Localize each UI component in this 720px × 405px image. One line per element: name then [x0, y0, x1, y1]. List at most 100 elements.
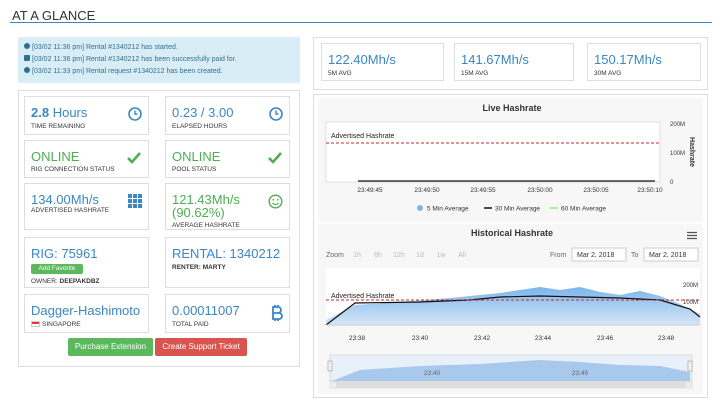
- bitcoin-icon: [272, 305, 283, 321]
- notification: [03/02 11:36 pm] Rental #1340212 has sta…: [24, 43, 178, 51]
- from-input[interactable]: [571, 247, 627, 262]
- stats-panel: 122.40Mh/s 5M AVG 141.67Mh/s 15M AVG 150.1…: [313, 37, 708, 90]
- y-tick-label: 0: [670, 180, 674, 186]
- notification-text: [03/02 11:33 pm] Rental request #1340212…: [32, 68, 223, 75]
- value: 134.00Mh/s: [31, 192, 99, 207]
- info-card: 0.00011007 TOTAL PAID: [165, 294, 290, 333]
- to-label: To: [631, 252, 639, 259]
- to-date: Mar 2, 2018: [649, 252, 686, 259]
- stat-card: 122.40Mh/s 5M AVG: [321, 43, 444, 81]
- percent: (90.62%): [172, 205, 225, 220]
- value: 0.00011007: [172, 303, 240, 318]
- charts-panel: Live Hashrate Advertised Hashrate 200M 1…: [313, 94, 708, 398]
- label: TIME REMAINING: [31, 123, 86, 130]
- x-tick-label: 23:44: [535, 335, 552, 342]
- check-icon: [127, 152, 141, 164]
- y-tick-label: 100M: [670, 151, 685, 157]
- label: ADVERTISED HASHRATE: [31, 207, 110, 214]
- x-tick-label: 23:50:10: [637, 187, 663, 194]
- label: 5M AVG: [328, 70, 352, 77]
- scrollbar-thumb[interactable]: [336, 382, 686, 388]
- x-tick-label: 23:40: [412, 335, 429, 342]
- notification: [03/02 11:33 pm] Rental request #1340212…: [24, 67, 223, 75]
- smile-icon: [268, 194, 283, 209]
- value: 122.40Mh/s: [328, 52, 396, 67]
- x-tick-label: 23:50:05: [583, 187, 609, 194]
- plot-area: [325, 121, 661, 183]
- zoom-option[interactable]: 1w: [437, 252, 447, 259]
- label: RIG CONNECTION STATUS: [31, 166, 115, 173]
- support-ticket-button[interactable]: Create Support Ticket: [155, 338, 247, 356]
- add-favorite-button[interactable]: Add Favorite: [31, 264, 83, 274]
- advertised-label: Advertised Hashrate: [331, 293, 395, 300]
- value: 0.23 / 3.00: [172, 105, 234, 120]
- value: 141.67Mh/s: [461, 52, 529, 67]
- title-rule: [10, 22, 712, 23]
- clock-icon: [269, 107, 283, 121]
- zoom-option[interactable]: 6h: [374, 252, 382, 259]
- zoom-label: Zoom: [326, 252, 344, 259]
- grid-icon: [128, 194, 142, 208]
- stat-card: 141.67Mh/s 15M AVG: [454, 43, 574, 81]
- renter: RENTER: MARTY: [172, 264, 226, 271]
- info-card: 121.43Mh/s (90.62%) AVERAGE HASHRATE: [165, 183, 290, 230]
- value: 121.43Mh/s: [172, 192, 240, 207]
- value: 2.8 Hours: [31, 105, 88, 120]
- label: AVERAGE HASHRATE: [172, 222, 240, 229]
- x-tick-label: 23:46: [597, 335, 614, 342]
- clock-icon: [128, 107, 142, 121]
- legend-label: 60 Min Average: [561, 206, 606, 213]
- x-tick-label: 23:49:45: [357, 187, 383, 194]
- zoom-option[interactable]: All: [458, 252, 466, 259]
- y-tick-label: 200M: [683, 283, 698, 289]
- navigator-tick: 23:45: [572, 370, 589, 377]
- menu-button[interactable]: [684, 229, 700, 242]
- from-label: From: [550, 252, 567, 259]
- average-line: [325, 295, 701, 326]
- x-tick-label: 23:49:50: [414, 187, 440, 194]
- chart-title: Live Hashrate: [482, 103, 541, 113]
- navigator-handle[interactable]: [687, 360, 693, 372]
- from-date: Mar 2, 2018: [577, 252, 614, 259]
- info-card: 0.23 / 3.00 ELAPSED HOURS: [165, 96, 290, 135]
- value: 150.17Mh/s: [594, 52, 662, 67]
- info-card: Dagger-Hashimoto SINGAPORE: [24, 294, 149, 333]
- notification-text: [03/02 11:36 pm] Rental #1340212 has bee…: [32, 56, 237, 63]
- navigator-tick: 23:40: [424, 370, 441, 377]
- x-tick-label: 23:42: [474, 335, 491, 342]
- value: ONLINE: [172, 149, 221, 164]
- x-tick-label: 23:48: [658, 335, 675, 342]
- owner: OWNER: DEEPAKDBZ: [31, 278, 100, 285]
- info-card: 134.00Mh/s ADVERTISED HASHRATE: [24, 183, 149, 230]
- zoom-option[interactable]: 12h: [393, 252, 405, 259]
- purchase-extension-button[interactable]: Purchase Extension: [68, 338, 153, 356]
- y-tick-label: 100M: [683, 300, 698, 306]
- value: RENTAL: 1340212: [172, 246, 281, 261]
- check-icon: [268, 152, 282, 164]
- navigator-handle[interactable]: [327, 360, 333, 372]
- y-tick-label: 200M: [670, 122, 685, 128]
- info-card: ONLINE RIG CONNECTION STATUS: [24, 140, 149, 178]
- region: SINGAPORE: [31, 321, 81, 328]
- hashrate-area: [326, 287, 700, 325]
- zoom-option[interactable]: 1h: [353, 252, 361, 259]
- legend-swatch: [417, 205, 423, 211]
- x-tick-label: 23:49:55: [470, 187, 496, 194]
- page-title: AT A GLANCE: [12, 8, 96, 23]
- y-axis-title: Hashrate: [688, 137, 695, 167]
- advertised-label: Advertised Hashrate: [331, 133, 395, 140]
- value: RIG: 75961: [31, 246, 98, 261]
- label: POOL STATUS: [172, 166, 217, 173]
- info-card: RIG: 75961 Add Favorite OWNER: DEEPAKDBZ: [24, 237, 149, 288]
- label: 15M AVG: [461, 70, 489, 77]
- value: Dagger-Hashimoto: [31, 303, 141, 318]
- info-card: RENTAL: 1340212 RENTER: MARTY: [165, 237, 290, 288]
- to-input[interactable]: [643, 247, 699, 262]
- notification: [03/02 11:36 pm] Rental #1340212 has bee…: [24, 55, 237, 63]
- zoom-option[interactable]: 1d: [416, 252, 424, 259]
- label: 30M AVG: [594, 70, 622, 77]
- value: ONLINE: [31, 149, 80, 164]
- legend-label: 5 Min Average: [427, 206, 469, 213]
- legend-label: 30 Min Average: [495, 206, 540, 213]
